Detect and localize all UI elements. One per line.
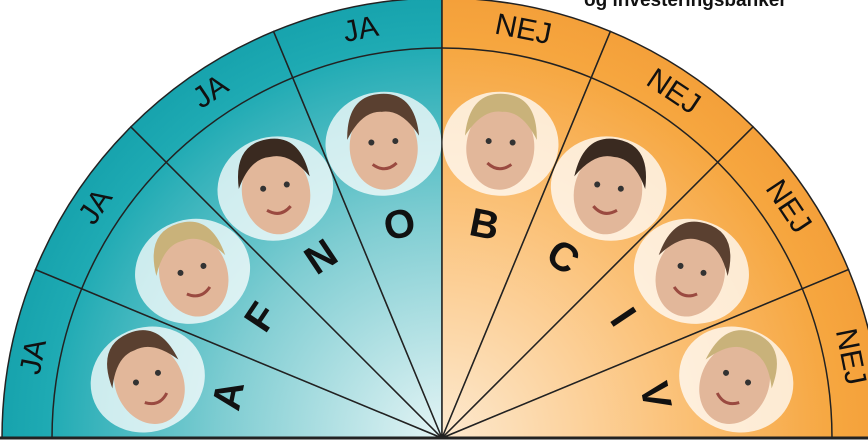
segments: JAAJAFJANJAONEJBNEJCNEJINEJV <box>0 0 868 444</box>
vote-label: JA <box>340 10 381 49</box>
vote-label: JA <box>14 336 53 377</box>
vote-diagram: og investeringsbanker JAAJAFJANJAONEJBNE… <box>0 0 868 444</box>
header: og investeringsbanker <box>584 0 787 11</box>
